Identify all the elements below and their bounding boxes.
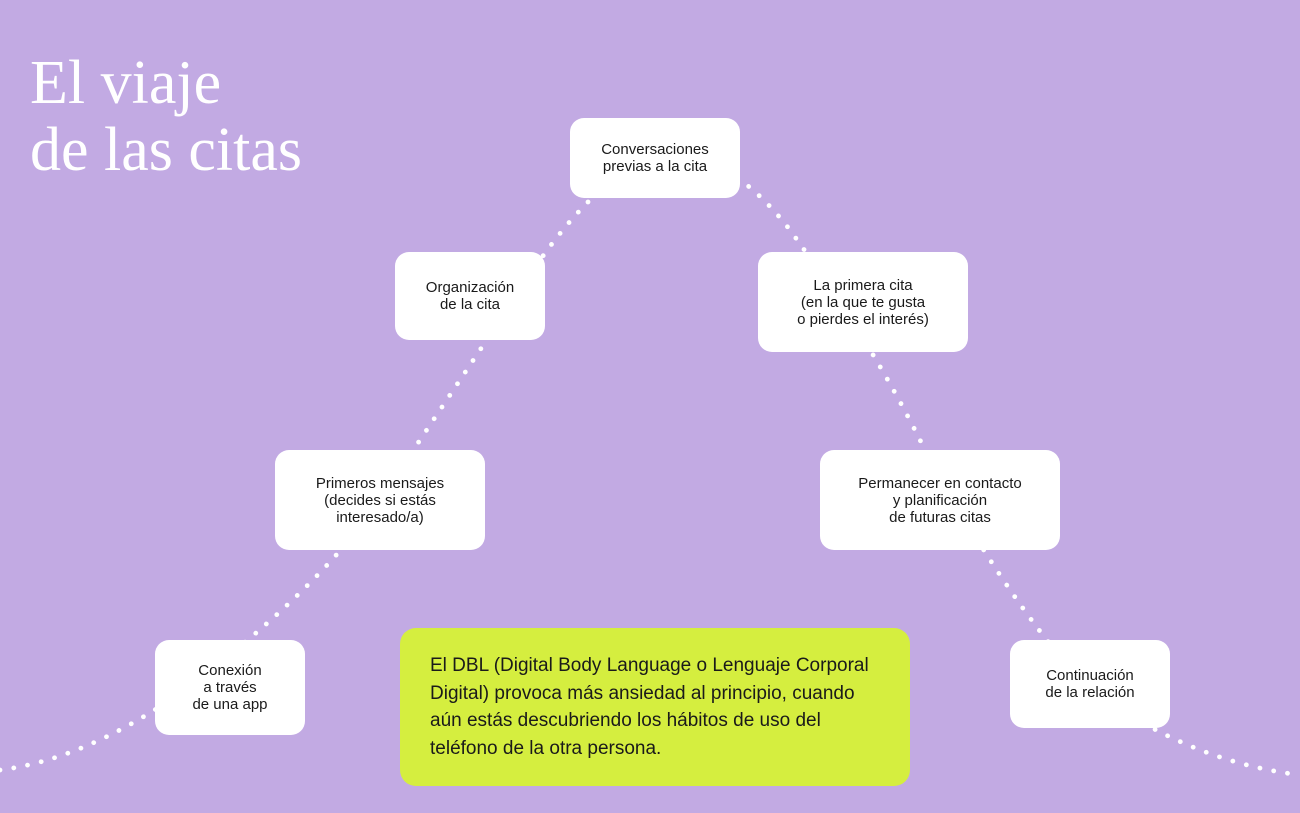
title-line-1: El viaje — [30, 49, 221, 117]
node-primeros-mensajes: Primeros mensajes (decides si estás inte… — [275, 450, 485, 550]
node-label: Permanecer en contacto y planificación d… — [858, 475, 1021, 526]
node-label: Conexión a través de una app — [192, 662, 267, 713]
title-line-2: de las citas — [30, 116, 302, 184]
node-label: Primeros mensajes (decides si estás inte… — [316, 475, 444, 526]
node-conversaciones: Conversaciones previas a la cita — [570, 118, 740, 198]
callout-text: El DBL (Digital Body Language o Lenguaje… — [430, 655, 869, 759]
node-label: Organización de la cita — [426, 279, 514, 313]
node-organizacion: Organización de la cita — [395, 252, 545, 340]
node-conexion: Conexión a través de una app — [155, 640, 305, 735]
node-continuacion: Continuación de la relación — [1010, 640, 1170, 728]
node-primera-cita: La primera cita (en la que te gusta o pi… — [758, 252, 968, 352]
callout-box: El DBL (Digital Body Language o Lenguaje… — [400, 628, 910, 786]
node-label: Conversaciones previas a la cita — [601, 141, 709, 175]
node-permanecer: Permanecer en contacto y planificación d… — [820, 450, 1060, 550]
node-label: La primera cita (en la que te gusta o pi… — [797, 277, 929, 328]
node-label: Continuación de la relación — [1045, 667, 1134, 701]
diagram-canvas: El viaje de las citas Conexión a través … — [0, 0, 1300, 813]
page-title: El viaje de las citas — [30, 50, 302, 184]
